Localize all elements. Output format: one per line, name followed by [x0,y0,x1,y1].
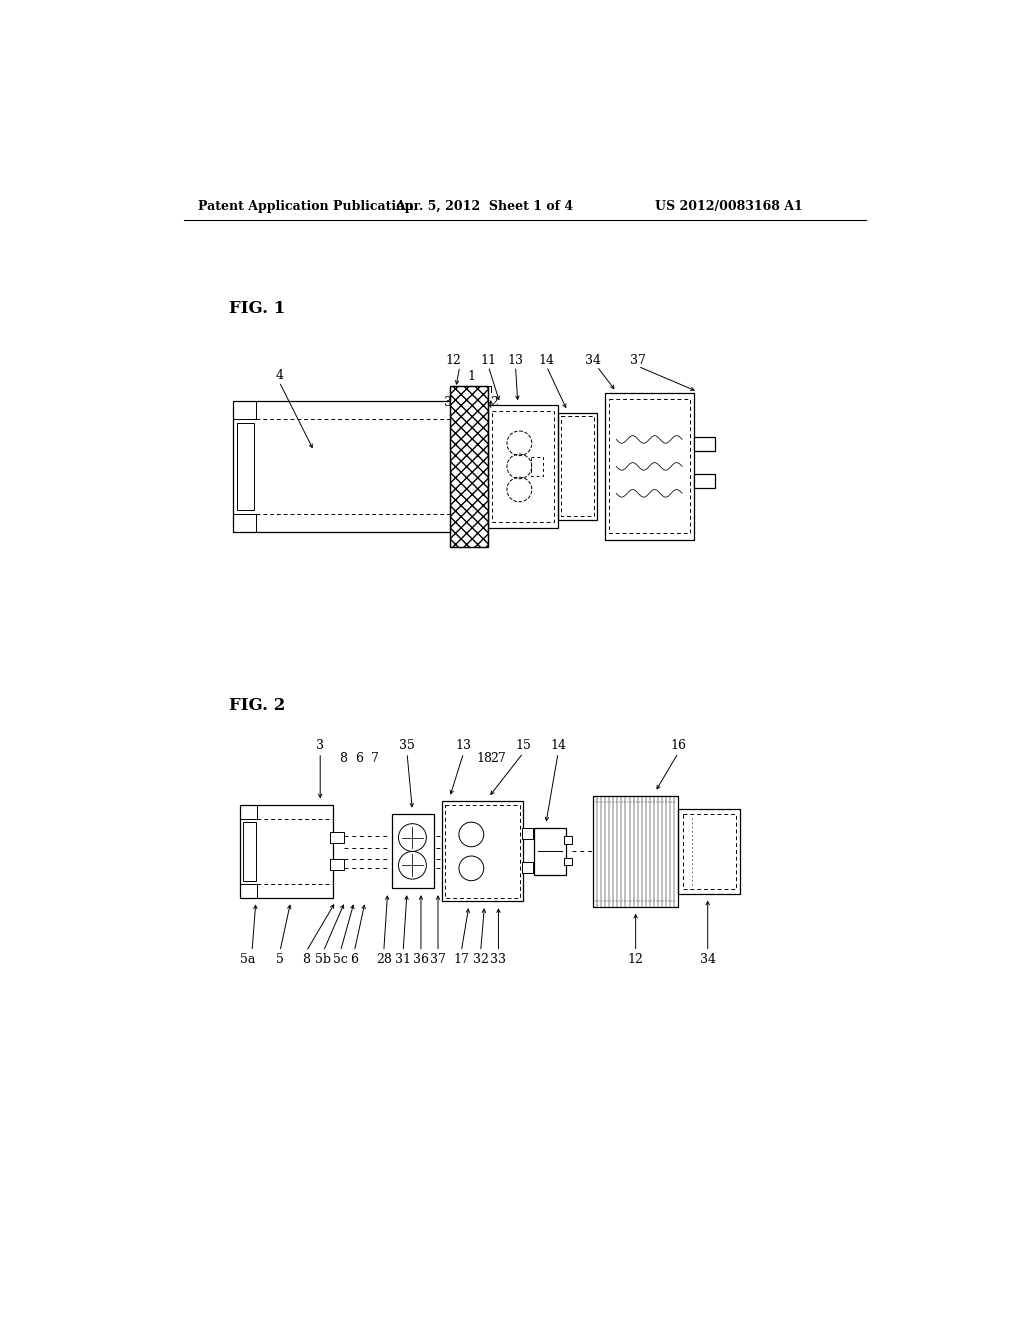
Bar [450,385,488,548]
Text: 5: 5 [275,953,284,966]
Text: 27: 27 [490,752,506,766]
Text: 17: 17 [454,953,469,966]
Bar [693,474,716,488]
Text: 5c: 5c [333,953,348,966]
Text: 15: 15 [515,739,531,751]
Bar [608,400,690,533]
Bar [331,832,344,843]
Bar [693,437,716,451]
Text: 6: 6 [350,953,358,966]
Text: 14: 14 [539,354,555,367]
Bar [450,385,488,548]
Text: 3: 3 [444,396,452,409]
Text: US 2012/0083168 A1: US 2012/0083168 A1 [655,199,803,213]
Text: FIG. 1: FIG. 1 [228,300,285,317]
Bar [232,401,454,532]
Bar [531,457,543,475]
Bar [521,829,532,840]
Bar [535,829,566,874]
Bar [564,836,572,843]
Text: 8: 8 [302,953,310,966]
Text: 12: 12 [628,953,643,966]
Text: 36: 36 [413,953,429,966]
Text: 34: 34 [585,354,601,367]
Text: 35: 35 [399,739,415,751]
Bar [244,822,256,880]
Text: Patent Application Publication: Patent Application Publication [198,199,414,213]
Text: 4: 4 [275,370,283,381]
Text: 28: 28 [376,953,392,966]
Text: 13: 13 [456,739,472,751]
Text: 31: 31 [395,953,411,966]
Text: 7: 7 [371,752,379,766]
Text: 12: 12 [445,354,462,367]
Bar [331,859,344,870]
Bar [237,422,254,511]
Bar [241,805,334,898]
Bar [683,813,735,890]
Text: 18: 18 [476,752,493,766]
Text: Apr. 5, 2012  Sheet 1 of 4: Apr. 5, 2012 Sheet 1 of 4 [395,199,573,213]
Bar [232,401,454,532]
Bar [488,405,558,528]
Bar [558,412,597,520]
Text: 5b: 5b [315,953,332,966]
Text: 37: 37 [430,953,445,966]
Bar [442,801,523,902]
Text: 1: 1 [467,370,475,383]
Text: 11: 11 [480,354,497,367]
Text: 33: 33 [490,953,507,966]
Text: 14: 14 [550,739,566,751]
Text: 13: 13 [508,354,523,367]
Bar [678,809,740,894]
Text: FIG. 2: FIG. 2 [228,697,285,714]
Bar [521,862,532,873]
Bar [241,805,334,898]
Bar [593,796,678,907]
Bar [391,814,434,888]
Bar [445,805,520,898]
Text: 16: 16 [671,739,686,751]
Text: 8: 8 [339,752,347,766]
Text: 2: 2 [490,396,499,409]
Text: 5a: 5a [241,953,256,966]
Text: 32: 32 [473,953,488,966]
Text: 3: 3 [316,739,325,751]
Text: 37: 37 [630,354,646,367]
Text: 34: 34 [699,953,716,966]
Bar [564,858,572,866]
Bar [493,411,554,521]
Bar [604,393,693,540]
Bar [561,416,594,516]
Text: 6: 6 [355,752,362,766]
